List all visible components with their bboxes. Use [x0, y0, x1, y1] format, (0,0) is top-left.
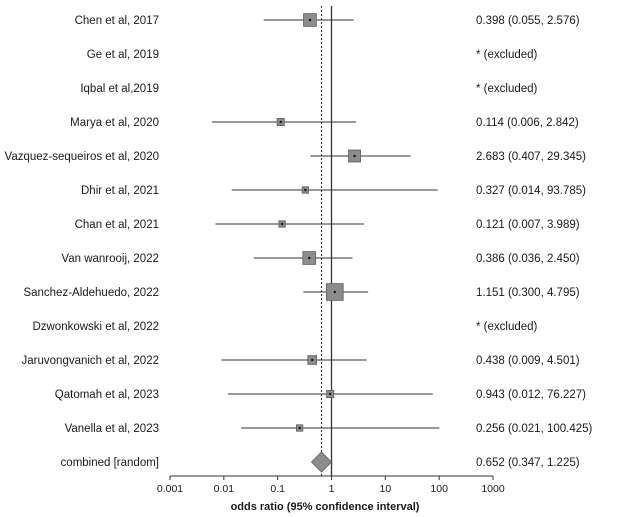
x-tick-label: 100 — [430, 483, 448, 495]
study-label: Qatomah et al, 2023 — [55, 389, 159, 401]
point-estimate-dot — [310, 358, 314, 362]
estimate-label: 0.438 (0.009, 4.501) — [476, 355, 580, 367]
combined-diamond — [310, 451, 333, 473]
study-label: Ge et al, 2019 — [87, 49, 159, 61]
point-estimate-dot — [308, 256, 311, 260]
point-estimate-dot — [279, 120, 282, 124]
estimate-label: 0.386 (0.036, 2.450) — [476, 253, 580, 265]
x-axis-title: odds ratio (95% confidence interval) — [231, 501, 420, 513]
study-label: Marya et al, 2020 — [70, 117, 159, 129]
estimate-label: 0.114 (0.006, 2.842) — [476, 117, 579, 129]
study-label: Vazquez-sequeiros et al, 2020 — [5, 151, 160, 163]
combined-label: combined [random] — [61, 457, 159, 469]
estimate-label: 1.151 (0.300, 4.795) — [476, 287, 580, 299]
estimate-label: 0.398 (0.055, 2.576) — [476, 15, 580, 27]
point-estimate-dot — [298, 426, 301, 430]
estimate-label: 0.256 (0.021, 100.425) — [476, 423, 593, 435]
estimate-label: 0.121 (0.007, 3.989) — [476, 219, 580, 231]
point-estimate-dot — [333, 290, 336, 294]
estimate-label: 0.327 (0.014, 93.785) — [476, 185, 586, 197]
study-label: Dzwonkowski et al, 2022 — [32, 321, 159, 333]
study-label: Sanchez-Aldehuedo, 2022 — [23, 287, 159, 299]
x-tick-label: 10 — [379, 483, 391, 495]
estimate-label: * (excluded) — [476, 49, 538, 61]
x-tick-label: 1000 — [481, 483, 505, 495]
estimate-label: * (excluded) — [476, 83, 538, 95]
x-tick-label: 0.01 — [214, 483, 235, 495]
x-axis: 0.001 0.01 0.1 1 10 100 1000 — [157, 475, 505, 495]
estimate-label: * (excluded) — [476, 321, 538, 333]
study-label: Chen et al, 2017 — [75, 15, 159, 27]
estimate-label: 2.683 (0.407, 29.345) — [476, 151, 586, 163]
point-estimate-dot — [353, 154, 356, 158]
x-tick-label: 0.001 — [157, 483, 183, 495]
combined-estimate-label: 0.652 (0.347, 1.225) — [476, 457, 580, 469]
estimate-label: 0.943 (0.012, 76.227) — [476, 389, 586, 401]
study-rows-layer: Chen et al, 2017 0.398 (0.055, 2.576) Ge e… — [5, 13, 593, 473]
reference-lines-layer — [320, 6, 333, 476]
study-label: Dhir et al, 2021 — [81, 185, 159, 197]
study-label: Van wanrooij, 2022 — [61, 253, 159, 265]
study-label: Iqbal et al,2019 — [80, 83, 159, 95]
study-label: Vanella et al, 2023 — [65, 423, 159, 435]
study-label: Chan et al, 2021 — [75, 219, 159, 231]
point-estimate-dot — [308, 18, 312, 22]
x-tick-label: 1 — [329, 483, 335, 495]
study-label: Jaruvongvanich et al, 2022 — [22, 355, 159, 367]
x-tick-label: 0.1 — [270, 483, 285, 495]
point-estimate-dot — [328, 392, 332, 396]
point-estimate-dot — [280, 222, 284, 226]
point-estimate-dot — [304, 188, 307, 192]
